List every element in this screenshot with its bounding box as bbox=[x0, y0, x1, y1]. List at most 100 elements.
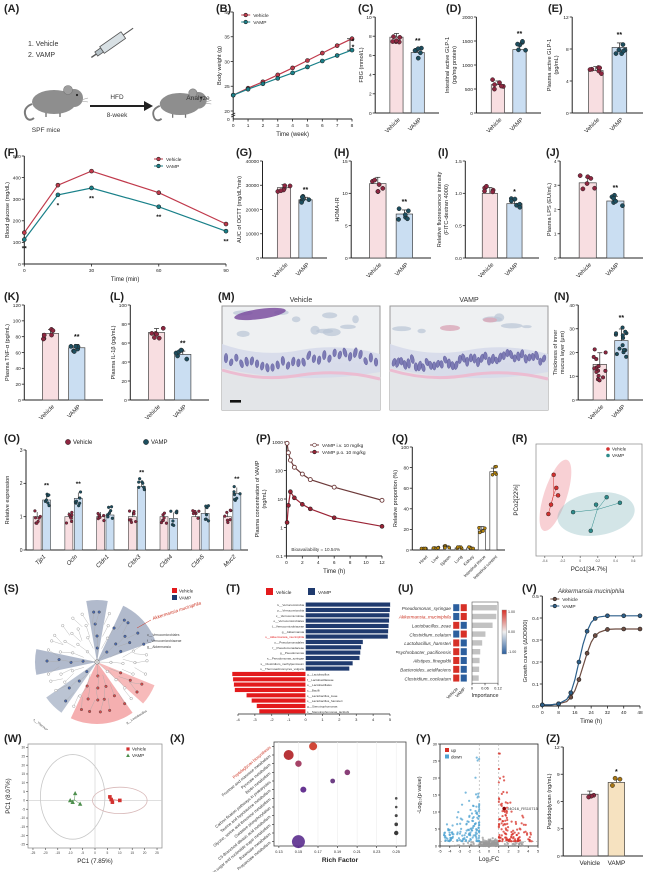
panel-d-label: (D) bbox=[446, 3, 462, 15]
svg-text:VAMP: VAMP bbox=[318, 590, 331, 596]
svg-text:o__Lactobacillales: o__Lactobacillales bbox=[307, 683, 332, 687]
svg-text:-2: -2 bbox=[468, 850, 471, 854]
svg-text:s__Pseudomonas_syringae: s__Pseudomonas_syringae bbox=[267, 656, 304, 660]
svg-text:16: 16 bbox=[572, 710, 578, 716]
svg-text:0: 0 bbox=[470, 111, 473, 117]
svg-text:4: 4 bbox=[554, 159, 557, 165]
panel-q-label: (Q) bbox=[392, 433, 408, 445]
svg-text:0: 0 bbox=[435, 845, 437, 849]
svg-text:Relative expression: Relative expression bbox=[5, 476, 11, 525]
pF-chart: 0 100 200 300 400 500 0 30 60 90 Time (min) Blood g… bbox=[5, 154, 229, 283]
panel-b-label: (B) bbox=[216, 3, 232, 15]
svg-text:40000: 40000 bbox=[246, 159, 260, 165]
svg-text:25: 25 bbox=[224, 84, 230, 90]
svg-text:10: 10 bbox=[21, 781, 25, 785]
svg-text:2000: 2000 bbox=[462, 15, 473, 21]
svg-text:5: 5 bbox=[537, 850, 539, 854]
svg-text:SPF mice: SPF mice bbox=[32, 127, 61, 134]
svg-text:Akkermansia_muciniphila: Akkermansia_muciniphila bbox=[398, 615, 452, 620]
svg-text:100: 100 bbox=[13, 319, 21, 325]
svg-text:Plasma LPS (EU/mL): Plasma LPS (EU/mL) bbox=[547, 183, 553, 236]
svg-text:4: 4 bbox=[566, 79, 569, 85]
panel-b-body-weight: (B) 20 25 30 35 40 0 0 1 2 3 4 5 6 7 8 Time (week) Body w… bbox=[214, 2, 360, 143]
svg-text:Pseudomonas_syringae: Pseudomonas_syringae bbox=[402, 606, 452, 611]
svg-text:-0.2: -0.2 bbox=[560, 559, 566, 563]
svg-text:3: 3 bbox=[557, 827, 560, 833]
svg-text:8: 8 bbox=[351, 123, 354, 129]
svg-text:0.0: 0.0 bbox=[455, 256, 462, 262]
svg-text:0.2: 0.2 bbox=[532, 660, 539, 666]
svg-text:80: 80 bbox=[121, 322, 127, 328]
panel-o-gene-expression: (O) 0 1 2 3 Relative expression ** Tjp1 ** Ocln Cl… bbox=[2, 432, 254, 580]
pM-chart: Vehicle VAMP bbox=[221, 297, 549, 411]
svg-text:0.23: 0.23 bbox=[373, 850, 380, 854]
svg-text:5: 5 bbox=[345, 223, 348, 229]
svg-text:-25: -25 bbox=[20, 843, 25, 847]
svg-text:25: 25 bbox=[21, 755, 25, 759]
svg-text:Cldn4: Cldn4 bbox=[159, 554, 175, 570]
svg-text:Time (h): Time (h) bbox=[580, 719, 602, 725]
panel-n-label: (N) bbox=[554, 291, 570, 303]
svg-text:VAMP: VAMP bbox=[504, 262, 520, 278]
svg-text:0: 0 bbox=[256, 256, 259, 262]
svg-text:J4O16_RS10715: J4O16_RS10715 bbox=[507, 806, 538, 811]
svg-text:1. Vehicle: 1. Vehicle bbox=[28, 41, 58, 48]
svg-text:0.06: 0.06 bbox=[481, 686, 490, 691]
svg-text:Cldn3: Cldn3 bbox=[127, 554, 143, 570]
panel-l-label: (L) bbox=[110, 291, 125, 303]
svg-text:**: ** bbox=[180, 341, 186, 348]
svg-text:Clostridium_cocleatum: Clostridium_cocleatum bbox=[405, 676, 452, 681]
svg-text:HFD: HFD bbox=[110, 94, 124, 101]
svg-text:2: 2 bbox=[554, 207, 557, 213]
svg-text:0: 0 bbox=[20, 548, 23, 554]
svg-text:**: ** bbox=[74, 334, 80, 341]
svg-text:-3: -3 bbox=[253, 717, 257, 722]
svg-text:2: 2 bbox=[301, 560, 304, 566]
svg-text:Bacteroides_acidifaciens: Bacteroides_acidifaciens bbox=[400, 668, 452, 673]
svg-text:g__Akkermansia: g__Akkermansia bbox=[147, 645, 171, 649]
svg-text:Vehicle: Vehicle bbox=[584, 117, 601, 134]
svg-text:c__Bacilli: c__Bacilli bbox=[307, 688, 320, 692]
svg-text:0: 0 bbox=[23, 268, 26, 274]
svg-text:VAMP: VAMP bbox=[166, 164, 179, 170]
panel-m-label: (M) bbox=[218, 291, 235, 303]
svg-text:Relative fluorescence intensit: Relative fluorescence intensity bbox=[437, 172, 443, 248]
svg-text:1000: 1000 bbox=[272, 440, 283, 446]
panel-z-peptidoglycan: (Z) 0 3 6 9 12 Peptidoglycan (ng/mL) Vehicle * VA… bbox=[544, 732, 648, 872]
svg-text:500: 500 bbox=[465, 87, 473, 93]
svg-text:0.1: 0.1 bbox=[532, 682, 539, 688]
svg-text:7: 7 bbox=[336, 123, 339, 129]
panel-t-lefse: (T) k__Verrucomicrobia p__Verrucomicrobia c… bbox=[224, 582, 396, 730]
svg-text:Vehicle: Vehicle bbox=[276, 590, 292, 596]
svg-text:**: ** bbox=[223, 238, 229, 245]
svg-text:0: 0 bbox=[227, 117, 230, 123]
svg-text:Rich Factor: Rich Factor bbox=[322, 857, 359, 864]
panel-p-label: (P) bbox=[256, 433, 271, 445]
svg-text:8: 8 bbox=[349, 560, 352, 566]
svg-text:12: 12 bbox=[379, 560, 385, 566]
pV-chart: 0.0 0.1 0.2 0.3 0.4 0.5 0 8 16 24 32 40 48 Time (h) Gr… bbox=[523, 589, 643, 725]
svg-text:200: 200 bbox=[13, 219, 21, 225]
svg-text:5: 5 bbox=[107, 851, 109, 855]
svg-text:6: 6 bbox=[369, 53, 372, 59]
svg-text:Vehicle: Vehicle bbox=[253, 13, 269, 19]
svg-text:2: 2 bbox=[508, 850, 510, 854]
svg-text:f__Lactobacillaceae: f__Lactobacillaceae bbox=[307, 678, 334, 682]
svg-text:Clostridium_celatum: Clostridium_celatum bbox=[409, 632, 451, 637]
svg-text:1: 1 bbox=[20, 514, 23, 520]
svg-text:Vehicle: Vehicle bbox=[576, 262, 593, 279]
panel-h-label: (H) bbox=[334, 147, 350, 159]
svg-text:5: 5 bbox=[23, 790, 25, 794]
svg-text:20: 20 bbox=[121, 379, 127, 385]
svg-text:Vehicle: Vehicle bbox=[272, 262, 289, 279]
svg-text:s__Thermoactinomyces_vulgaris: s__Thermoactinomyces_vulgaris bbox=[32, 718, 71, 730]
svg-text:1: 1 bbox=[280, 525, 283, 531]
svg-text:0: 0 bbox=[94, 851, 96, 855]
svg-text:VAMP: VAMP bbox=[509, 117, 525, 133]
svg-text:20: 20 bbox=[224, 109, 230, 115]
svg-text:*: * bbox=[615, 769, 618, 776]
svg-text:0: 0 bbox=[541, 710, 544, 716]
svg-text:0: 0 bbox=[285, 560, 288, 566]
panel-v-growth-curve: (V) 0.0 0.1 0.2 0.3 0.4 0.5 0 8 16 24 32 40 48 Time (h… bbox=[520, 582, 648, 730]
